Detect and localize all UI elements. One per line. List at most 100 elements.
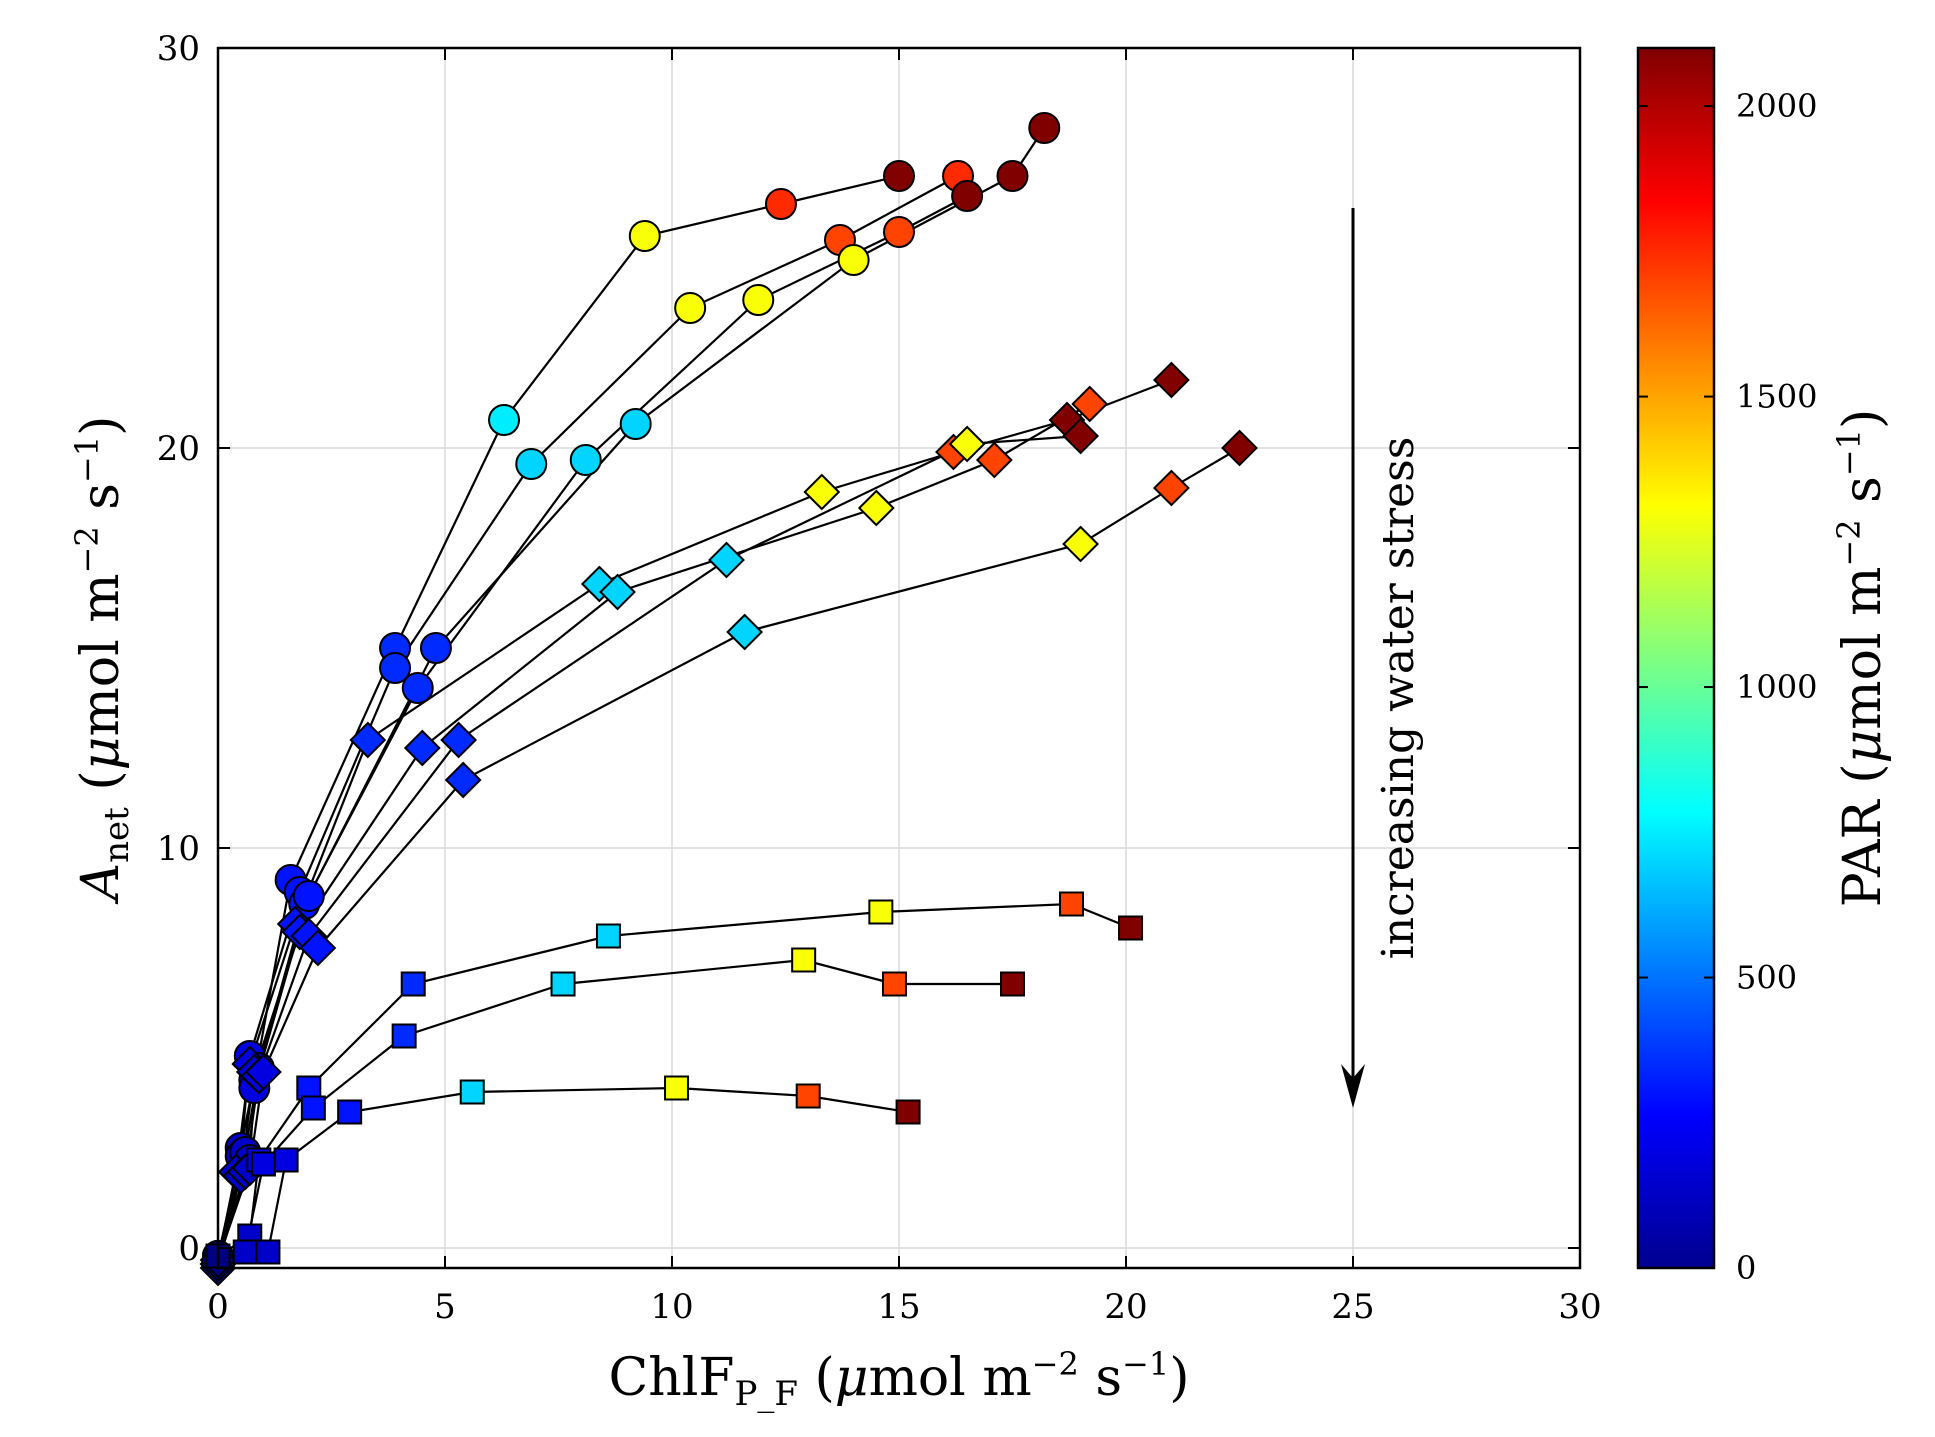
data-point-diamond	[599, 573, 636, 611]
data-point-square	[300, 1095, 326, 1121]
y-label-exp2: −1	[68, 436, 106, 483]
series-line-6	[216, 403, 1091, 1265]
colorbar-tick-label: 0	[1736, 1249, 1756, 1287]
y-label-close-paren: )	[71, 416, 131, 436]
data-point-circle	[488, 404, 521, 436]
data-point-square	[337, 1099, 363, 1125]
data-point-square	[791, 947, 817, 973]
data-point-diamond	[975, 441, 1013, 479]
data-point-square	[868, 899, 894, 925]
data-point-square	[795, 1083, 821, 1109]
series-line-5	[216, 378, 1172, 1269]
data-point-diamond	[803, 473, 841, 511]
y-axis-label: Anet (μmol m−2 s−1)	[68, 416, 137, 905]
y-tick-label: 30	[157, 29, 200, 69]
data-point-diamond	[857, 489, 895, 527]
x-tick-label: 0	[207, 1287, 229, 1327]
data-point-circle	[419, 632, 452, 664]
data-point-square	[232, 1239, 258, 1265]
data-point-square	[664, 1075, 690, 1101]
data-point-square	[1059, 891, 1085, 917]
data-point-square	[595, 923, 621, 949]
x-label-mol: mol m	[869, 1348, 1032, 1408]
data-point-square	[250, 1151, 276, 1177]
colorbar-tick-label: 500	[1736, 959, 1797, 997]
y-label-open-paren: (	[71, 770, 131, 807]
data-point-circle	[292, 880, 325, 912]
series-line-3	[216, 195, 968, 1257]
series-line-11	[217, 1086, 909, 1258]
colorbar-label: PAR (μmol m−2 s−1)	[1830, 409, 1893, 908]
y-tick-label: 0	[178, 1229, 200, 1269]
data-point-square	[1000, 971, 1025, 997]
series-lines	[216, 127, 1241, 1269]
cb-label-s: s	[1833, 476, 1893, 519]
data-point-square	[391, 1023, 417, 1049]
x-tick-label: 25	[1331, 1287, 1374, 1327]
y-label-sub: net	[97, 807, 137, 863]
x-label-mu: μ	[835, 1348, 869, 1408]
data-point-diamond	[403, 729, 441, 767]
x-tick-label: 10	[650, 1287, 693, 1327]
series-markers	[199, 112, 1258, 1287]
x-label-exp2: −1	[1122, 1345, 1169, 1383]
data-point-circle	[764, 188, 797, 220]
cb-label-mol: mol m	[1833, 567, 1893, 730]
data-point-diamond	[440, 721, 478, 759]
cb-label-close-paren: )	[1833, 409, 1893, 429]
data-point-circle	[379, 652, 412, 684]
colorbar-ticks: 0 500 1000 1500 2000	[1638, 87, 1817, 1287]
cb-label-main: PAR	[1833, 798, 1893, 907]
data-point-diamond	[1062, 417, 1100, 455]
data-point-diamond	[299, 929, 337, 967]
colorbar-gradient	[1636, 46, 1716, 1270]
annotation-text: increasing water stress	[1373, 437, 1424, 960]
data-point-circle	[1028, 112, 1061, 144]
data-point-square	[255, 1239, 281, 1265]
axis-ticks: 0 5 10 15 20 25 30 0 10 20 30	[157, 29, 1602, 1327]
data-point-square	[550, 971, 576, 997]
data-point-diamond	[1071, 385, 1109, 423]
data-point-circle	[628, 220, 661, 252]
y-tick-label: 20	[157, 429, 200, 469]
data-point-diamond	[1152, 361, 1190, 399]
x-label-open-paren: (	[798, 1348, 835, 1408]
x-label-main: ChlF	[608, 1348, 734, 1408]
colorbar: 0 500 1000 1500 2000 PAR (μmol m−2 s−1)	[1636, 46, 1893, 1287]
data-point-circle	[674, 292, 707, 324]
colorbar-tick-label: 2000	[1736, 87, 1817, 125]
data-point-diamond	[1152, 469, 1190, 507]
colorbar-tick-label: 1000	[1736, 668, 1817, 706]
y-tick-label: 10	[157, 829, 200, 869]
x-label-s: s	[1079, 1348, 1122, 1408]
data-point-circle	[619, 408, 652, 440]
data-point-diamond	[1062, 525, 1100, 563]
data-point-circle	[837, 244, 870, 276]
data-point-diamond	[726, 613, 764, 651]
series-line-2	[216, 175, 959, 1257]
data-point-circle	[515, 448, 548, 480]
data-point-circle	[401, 672, 434, 704]
x-label-close-paren: )	[1169, 1348, 1189, 1408]
annotation: increasing water stress	[1341, 208, 1424, 1108]
x-label-sub: P_F	[734, 1374, 797, 1414]
data-point-diamond	[349, 721, 387, 759]
data-point-circle	[742, 284, 775, 316]
data-point-circle	[569, 444, 602, 476]
data-point-square	[1118, 915, 1144, 941]
data-point-diamond	[708, 541, 745, 579]
x-tick-label: 5	[434, 1287, 456, 1327]
data-point-square	[895, 1099, 921, 1125]
y-label-mu: μ	[71, 737, 131, 771]
y-label-exp1: −2	[68, 526, 106, 573]
data-point-diamond	[948, 425, 986, 463]
y-label-s: s	[71, 483, 131, 526]
cb-label-open-paren: (	[1833, 764, 1893, 801]
x-tick-label: 20	[1104, 1287, 1147, 1327]
x-label-exp1: −2	[1032, 1345, 1079, 1383]
data-point-circle	[883, 216, 915, 248]
annotation-arrowhead	[1341, 1064, 1365, 1108]
data-point-square	[273, 1147, 299, 1173]
x-tick-label: 15	[877, 1287, 920, 1327]
